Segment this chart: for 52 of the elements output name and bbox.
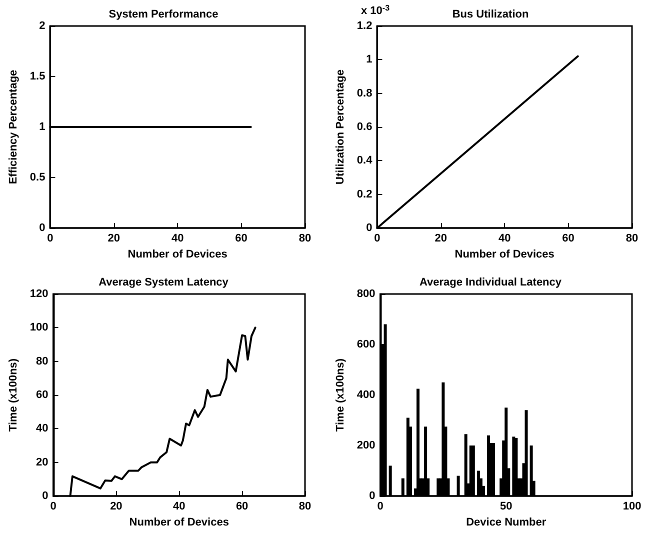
y-tick-label: 1 [39, 121, 46, 133]
y-tick-label: 0.2 [356, 188, 372, 200]
x-tick-label: 40 [171, 232, 184, 244]
y-tick-label: 2 [39, 20, 46, 32]
x-tick-label: 0 [377, 500, 384, 512]
y-tick-label: 200 [356, 440, 376, 452]
x-tick-label: 80 [626, 232, 638, 244]
x-tick-label: 60 [236, 500, 248, 512]
chart-title: Average System Latency [98, 276, 230, 288]
y-tick-label: 800 [356, 288, 376, 300]
x-tick-label: 60 [562, 232, 574, 244]
x-tick-label: 50 [500, 500, 512, 512]
chart-title: System Performance [108, 8, 218, 20]
y-axis-title: Time (x100ns) [334, 358, 346, 432]
x-tick-label: 100 [622, 500, 642, 512]
y-axis-title: Utilization Percentage [334, 70, 346, 184]
y-tick-label: 1 [366, 54, 372, 66]
y-tick-label: 0.4 [356, 154, 374, 167]
y-tick-label: 0.6 [356, 121, 372, 133]
y-tick-label: 20 [36, 456, 48, 468]
x-tick-label: 40 [173, 500, 186, 512]
y-tick-label: 400 [356, 389, 376, 401]
y-axis-title: Time (x100ns) [8, 358, 20, 432]
y-tick-label: 1.2 [356, 20, 372, 32]
y-axis-title: Efficiency Percentage [8, 70, 20, 184]
x-tick-label: 80 [298, 232, 312, 244]
x-tick-label: 20 [108, 232, 120, 244]
y-tick-label: 1.5 [30, 70, 46, 82]
x-tick-label: 60 [235, 232, 248, 244]
x-axis-title: Number of Devices [128, 248, 228, 260]
x-axis-title: Device Number [466, 516, 547, 528]
y-tick-label: 0.8 [356, 87, 372, 100]
y-tick-label: 120 [30, 288, 48, 300]
y-tick-label: 60 [36, 389, 48, 401]
y-tick-label: 40 [36, 422, 48, 435]
y-tick-label: 0 [39, 222, 46, 234]
chart-title: Average Individual Latency [419, 276, 562, 288]
x-tick-label: 20 [110, 500, 122, 512]
x-tick-label: 80 [298, 500, 312, 512]
x-tick-label: 20 [434, 232, 448, 244]
chart-title: Bus Utilization [452, 8, 529, 20]
y-tick-label: 600 [356, 338, 376, 350]
y-tick-label: 0.5 [30, 172, 46, 184]
y-tick-label: 0 [369, 490, 376, 502]
y-tick-label: 80 [36, 355, 48, 368]
y-tick-label: 100 [30, 322, 48, 334]
x-tick-label: 40 [498, 232, 511, 244]
x-axis-title: Number of Devices [129, 516, 229, 528]
y-tick-label: 0 [366, 222, 372, 234]
y-tick-label: 0 [42, 490, 48, 502]
x-tick-label: 0 [50, 500, 56, 512]
x-axis-title: Number of Devices [454, 248, 554, 260]
